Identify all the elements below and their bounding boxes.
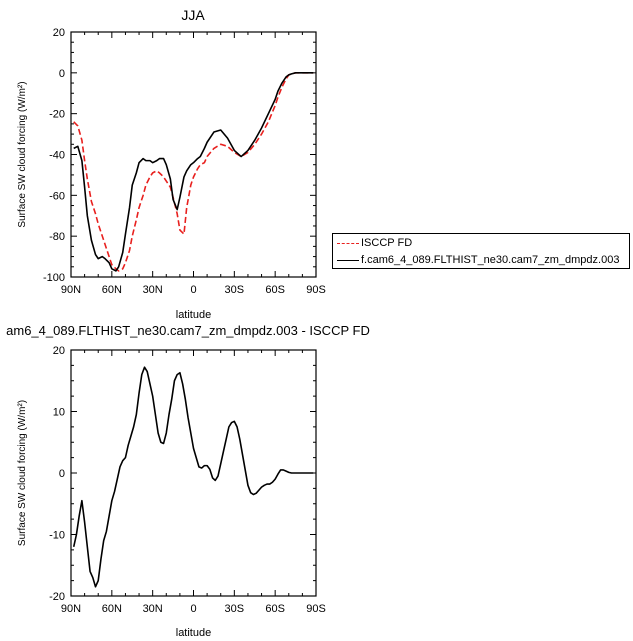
x-tick-label: 90N [61, 603, 81, 615]
y-tick-label: 0 [59, 68, 65, 80]
y-tick-label: 20 [53, 27, 65, 39]
y-tick-label: -20 [49, 591, 65, 603]
chart-title: JJA [181, 7, 205, 23]
x-tick-label: 0 [190, 284, 196, 296]
x-tick-label: 60N [102, 603, 122, 615]
x-tick-label: 60N [102, 284, 122, 296]
legend-label-model: f.cam6_4_089.FLTHIST_ne30.cam7_zm_dmpdz.… [361, 254, 620, 266]
x-tick-label: 30N [143, 603, 163, 615]
series-line-0 [72, 366, 314, 588]
x-tick-label: 30S [225, 284, 245, 296]
y-tick-label: -10 [49, 530, 65, 542]
chart-title: am6_4_089.FLTHIST_ne30.cam7_zm_dmpdz.003… [6, 323, 370, 338]
x-tick-label: 30N [143, 284, 163, 296]
x-tick-label: 30S [225, 603, 245, 615]
y-tick-label: -60 [49, 190, 65, 202]
plot-frame [70, 31, 317, 278]
x-tick-label: 90S [306, 284, 326, 296]
legend-swatch-isccp [337, 243, 359, 244]
y-tick-label: 20 [53, 345, 65, 357]
y-tick-label: 0 [59, 468, 65, 480]
series-line-0 [73, 72, 314, 272]
x-tick-label: 0 [190, 603, 196, 615]
legend-entry-isccp: ISCCP FD [333, 235, 629, 253]
legend-label-isccp: ISCCP FD [361, 237, 413, 249]
y-tick-label: 10 [53, 407, 65, 419]
y-axis-label: Surface SW cloud forcing (W/m²) [17, 400, 28, 546]
y-axis-label: Surface SW cloud forcing (W/m²) [17, 81, 28, 227]
chart-jja: JJA 90N 60N 30N 0 30S 60S 90S -100 -80 -60 -40 -20 0 2… [17, 7, 326, 321]
series-line-1 [73, 72, 314, 272]
x-tick-label: 60S [265, 284, 285, 296]
y-tick-label: -100 [43, 272, 65, 284]
x-axis-label: latitude [176, 627, 211, 639]
y-tick-label: -80 [49, 231, 65, 243]
y-tick-label: -20 [49, 109, 65, 121]
chart-difference: am6_4_089.FLTHIST_ne30.cam7_zm_dmpdz.003… [6, 323, 370, 639]
x-tick-label: 60S [265, 603, 285, 615]
y-tick-label: -40 [49, 150, 65, 162]
legend-entry-model: f.cam6_4_089.FLTHIST_ne30.cam7_zm_dmpdz.… [333, 252, 629, 270]
x-axis-label: latitude [176, 309, 211, 321]
legend-swatch-model [337, 260, 359, 261]
x-tick-label: 90S [306, 603, 326, 615]
x-tick-label: 90N [61, 284, 81, 296]
legend: ISCCP FD f.cam6_4_089.FLTHIST_ne30.cam7_… [332, 233, 630, 269]
